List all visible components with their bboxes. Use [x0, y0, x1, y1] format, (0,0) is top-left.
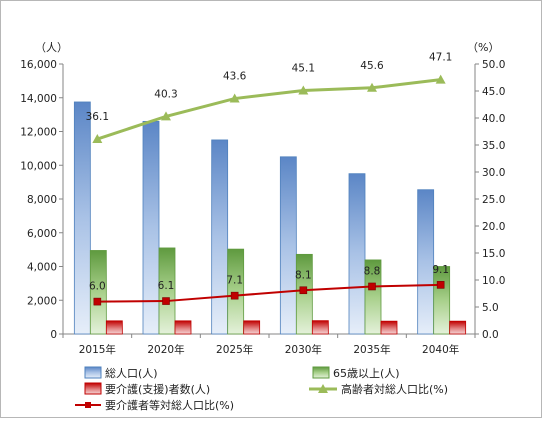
right-tick-label: 5.0 [482, 302, 499, 314]
right-tick-label: 50.0 [482, 59, 505, 71]
legend-item-care: 要介護(支援)者数(人) [84, 382, 210, 396]
legend-marker-elderly-ratio [318, 384, 328, 393]
bar-care-needed [105, 320, 123, 335]
label-elderly-ratio: 43.6 [223, 71, 247, 83]
legend-marker-care-ratio [85, 402, 91, 408]
marker-care-ratio [368, 282, 376, 291]
label-elderly-ratio: 45.6 [360, 60, 384, 72]
x-tick-label: 2035年 [353, 343, 390, 356]
legend-label-total: 総人口(人) [105, 366, 158, 380]
marker-elderly-ratio [435, 74, 446, 84]
left-tick-label: 8,000 [27, 194, 57, 206]
legend-label-65plus: 65歳以上(人) [333, 367, 400, 380]
marker-elderly-ratio [229, 93, 240, 103]
bar-care-needed [174, 320, 192, 335]
marker-care-ratio [299, 286, 308, 295]
bar-care-needed [449, 320, 467, 335]
legend-label-care-ratio: 要介護者等対総人口比(%) [105, 398, 234, 412]
x-tick-label: 2015年 [79, 343, 116, 356]
bar-care-needed [311, 320, 329, 335]
left-tick-label: 12,000 [20, 127, 57, 139]
bar-care-needed [243, 320, 261, 335]
left-axis-unit: （人） [35, 41, 68, 54]
marker-care-ratio [93, 297, 102, 306]
marker-care-ratio [436, 281, 445, 289]
data-labels: 36.1 40.3 43.6 45.1 45.6 47.1 6.0 6.1 7.1 8.1 8.8 9… [86, 52, 453, 293]
bar-age-65-plus [364, 259, 382, 335]
bar-age-65-plus [158, 247, 176, 335]
marker-elderly-ratio [298, 85, 309, 95]
label-care-ratio: 8.8 [364, 265, 381, 277]
axes: 0 2,000 4,000 6,000 8,000 10,000 12,000 14,000 1… [20, 59, 505, 356]
label-elderly-ratio: 40.3 [154, 88, 177, 100]
marker-elderly-ratio [92, 134, 103, 144]
left-tick-label: 16,000 [20, 59, 57, 71]
label-care-ratio: 6.1 [158, 280, 175, 292]
bar-age-65-plus [433, 266, 451, 335]
bars [73, 101, 467, 335]
legend-swatch-care [84, 382, 102, 395]
legend-item-care-ratio: 要介護者等対総人口比(%) [75, 398, 234, 412]
x-tick-label: 2040年 [422, 343, 459, 356]
bar-total-population [417, 189, 435, 335]
x-tick-label: 2020年 [147, 343, 184, 356]
bar-age-65-plus [89, 250, 107, 335]
right-tick-label: 20.0 [482, 221, 505, 233]
legend-item-65plus: 65歳以上(人) [312, 366, 400, 380]
line-elderly-ratio [96, 78, 441, 141]
left-tick-label: 6,000 [27, 228, 57, 240]
bar-total-population [279, 156, 297, 335]
label-care-ratio: 9.1 [432, 264, 449, 276]
left-tick-label: 2,000 [27, 295, 57, 307]
bar-total-population [348, 173, 366, 335]
legend-item-total: 総人口(人) [84, 366, 158, 380]
x-tick-label: 2030年 [285, 343, 322, 356]
right-tick-label: 10.0 [482, 275, 505, 287]
marker-elderly-ratio [367, 82, 377, 92]
legend-label-elderly-ratio: 高齢者対総人口比(%) [341, 382, 448, 396]
legend: 総人口(人) 65歳以上(人) 要介護(支援)者数(人) 高齢者対総人口比(%)… [75, 366, 448, 412]
marker-care-ratio [230, 291, 239, 300]
right-tick-label: 25.0 [482, 194, 505, 206]
right-axis-unit: （%） [467, 41, 499, 54]
bar-age-65-plus [227, 248, 245, 335]
x-tick-label: 2025年 [216, 343, 253, 356]
marker-care-ratio [162, 297, 170, 305]
legend-item-elderly-ratio: 高齢者対総人口比(%) [309, 382, 448, 396]
label-care-ratio: 8.1 [295, 269, 312, 281]
left-tick-label: 4,000 [27, 262, 57, 274]
lines [92, 74, 446, 306]
label-elderly-ratio: 45.1 [292, 62, 315, 74]
legend-swatch-total [84, 366, 102, 379]
bar-care-needed [380, 320, 398, 335]
right-tick-label: 35.0 [482, 140, 505, 152]
left-tick-label: 10,000 [20, 160, 57, 172]
right-tick-label: 0.0 [482, 329, 499, 341]
legend-swatch-65plus [312, 366, 330, 379]
right-tick-label: 45.0 [482, 86, 505, 98]
bar-total-population [211, 139, 229, 335]
right-tick-label: 30.0 [482, 167, 505, 179]
label-care-ratio: 7.1 [226, 275, 243, 287]
legend-label-care: 要介護(支援)者数(人) [105, 382, 210, 396]
right-tick-label: 15.0 [482, 248, 505, 260]
line-care-ratio [97, 283, 441, 303]
label-elderly-ratio: 47.1 [429, 52, 452, 64]
left-tick-label: 14,000 [20, 93, 57, 105]
marker-elderly-ratio [161, 111, 171, 121]
left-tick-label: 0 [50, 329, 57, 341]
bar-total-population [73, 101, 91, 335]
label-elderly-ratio: 36.1 [86, 111, 109, 123]
bar-age-65-plus [295, 253, 313, 335]
label-care-ratio: 6.0 [89, 281, 106, 293]
right-tick-label: 40.0 [482, 113, 505, 125]
